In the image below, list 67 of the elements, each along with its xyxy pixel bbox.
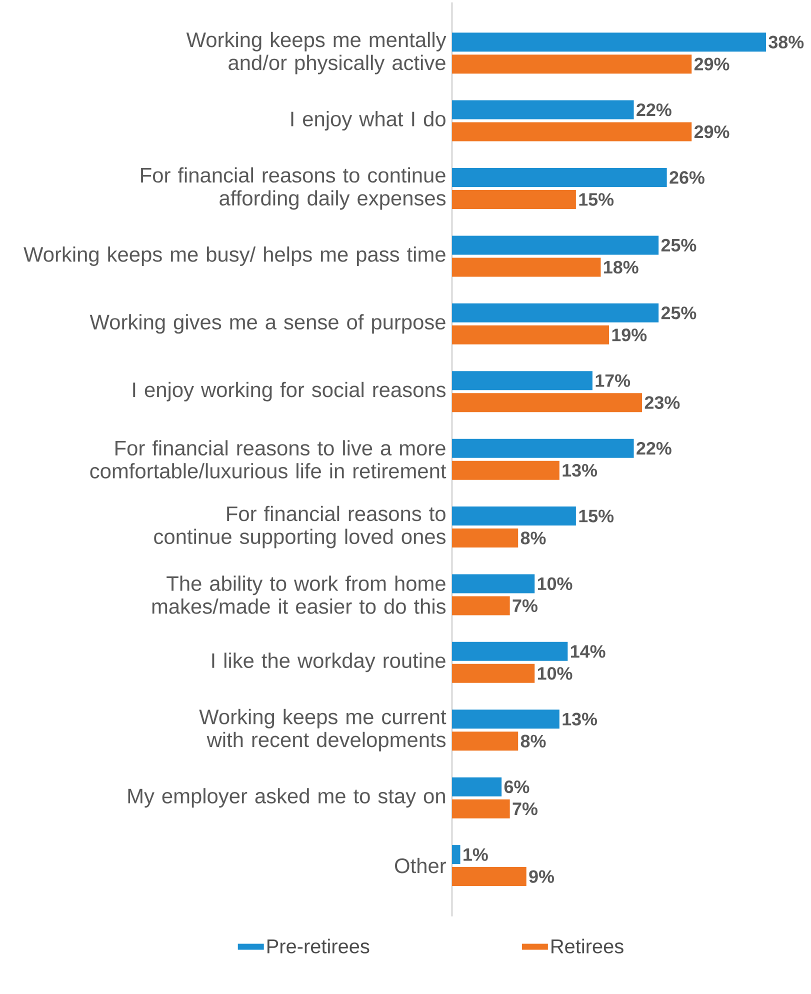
y-tick-label: Working gives me a sense of purpose [90,314,446,334]
bar [452,596,510,616]
data-label: 18% [604,260,638,274]
data-label: 17% [596,374,630,387]
y-tick-label: For financial reasons to continue supporting loved ones [154,506,446,548]
bar [452,710,560,729]
bar [452,168,667,187]
data-label: 29% [694,125,730,138]
bar [452,574,535,594]
y-tick-label: I like the workday routine [212,652,446,672]
y-tick-label: For financial reasons to live a more comfortable/luxurious life in retirement [90,440,446,478]
bar [452,54,692,74]
data-label: 8% [520,532,546,544]
data-label: 19% [612,328,647,342]
data-label: 7% [512,599,538,612]
data-label: 26% [670,171,704,184]
bar [452,371,592,390]
y-tick-label: For financial reasons to continue affording daily expenses [141,167,446,210]
data-label: 14% [571,645,606,658]
data-label: 6% [504,780,530,794]
data-label: 9% [529,870,554,883]
bar [452,258,601,277]
legend-label: Retirees [552,938,624,954]
data-label: 15% [579,193,614,206]
y-tick-label: I enjoy what I do [291,111,446,131]
bar [452,642,568,661]
bar [452,777,502,796]
data-label: 25% [661,306,696,320]
bar [452,32,766,52]
bar [452,528,518,548]
y-tick-label: The ability to work from home makes/made it easier to do this [152,576,446,614]
y-tick-label: My employer asked me to stay on [128,788,445,808]
data-label: 8% [520,734,546,748]
bar [452,122,692,142]
bar [452,100,634,120]
data-label: 29% [694,58,730,70]
bar [452,438,634,458]
legend-label: Pre-retirees [268,938,370,954]
bar [452,664,535,683]
data-label: 10% [538,667,572,680]
data-label: 38% [768,36,804,48]
bar [452,506,576,526]
y-tick-label: Working keeps me mentally and/or physically active [186,32,446,74]
y-tick-label: I enjoy working for social reasons [133,382,446,402]
bar [452,303,659,322]
bar [452,799,510,818]
y-tick-label: Working keeps me current with recent developments [199,708,446,752]
bar [452,867,526,886]
bar [452,236,659,255]
data-label: 23% [644,396,680,409]
y-tick-label: Working keeps me busy/ helps me pass time [24,246,446,266]
data-label: 22% [636,103,672,116]
data-label: 22% [636,442,672,455]
data-label: 25% [661,238,696,252]
bar [452,325,609,344]
bar [452,732,518,751]
bar [452,460,560,480]
bar [452,393,642,412]
bar [452,845,460,864]
data-label: 1% [464,848,488,861]
y-tick-label: Other [395,858,446,874]
data-label: 13% [562,464,598,477]
data-label: 7% [512,802,538,816]
data-label: 13% [562,712,598,726]
data-label: 15% [579,510,614,522]
data-label: 10% [538,577,572,590]
bar [452,190,576,209]
